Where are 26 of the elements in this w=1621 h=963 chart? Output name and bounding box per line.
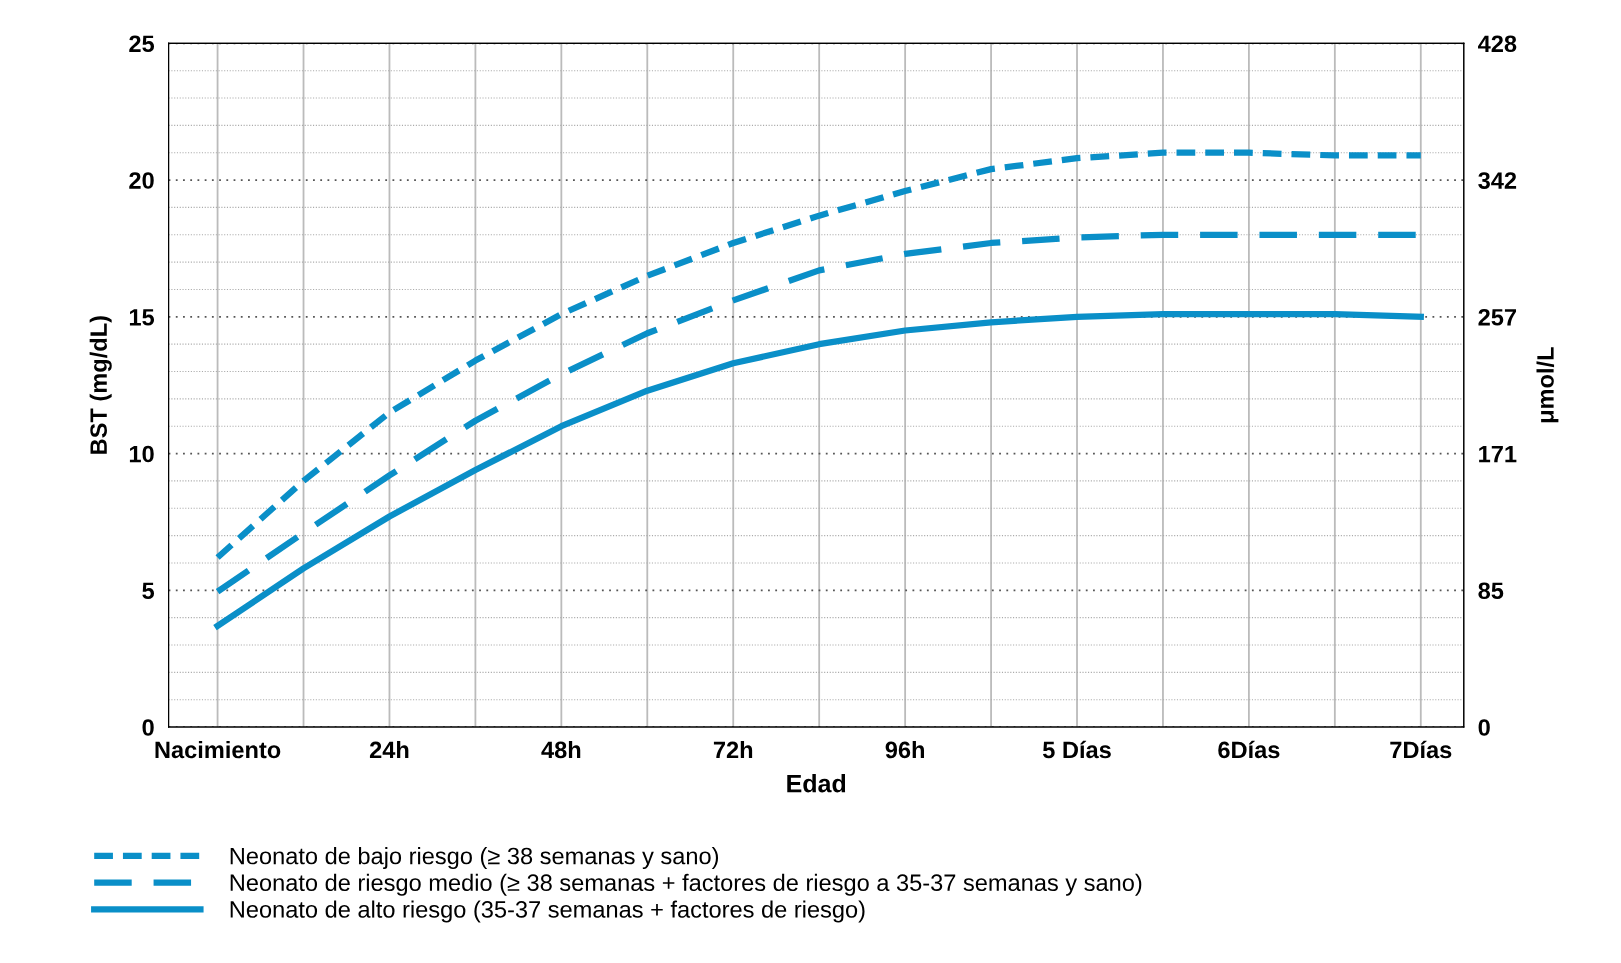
x-tick-label: Nacimiento — [155, 740, 281, 759]
y2-tick-label: 342 — [1478, 172, 1517, 189]
x-tick-label: 48h — [541, 740, 581, 759]
legend-label: Neonato de bajo riesgo (≥ 38 semanas y sano) — [230, 847, 719, 870]
y2-tick-label: 171 — [1479, 445, 1517, 463]
x-axis-title: Edad — [787, 774, 846, 793]
x-tick-label: 24h — [369, 740, 409, 759]
y-axis-title: BST (mg/dL) — [89, 316, 112, 454]
x-tick-label: 72h — [713, 740, 753, 759]
y-tick-label: 10 — [129, 445, 154, 463]
y-tick-label: 20 — [129, 172, 154, 189]
x-tick-label: 5 Días — [1042, 740, 1111, 759]
y2-tick-label: 85 — [1478, 582, 1504, 600]
legend-label: Neonato de riesgo medio (≥ 38 semanas + factores de riesgo a 35-37 semanas y sano) — [230, 873, 1142, 896]
y2-tick-label: 257 — [1478, 308, 1517, 326]
y-tick-label: 0 — [142, 719, 154, 736]
y2-tick-label: 428 — [1478, 35, 1517, 53]
y2-axis-title: μmol/L — [1536, 347, 1559, 423]
y-tick-label: 5 — [142, 582, 155, 600]
legend-label: Neonato de alto riesgo (35-37 semanas + factores de riesgo) — [230, 900, 865, 923]
y2-tick-label: 0 — [1478, 719, 1490, 736]
x-tick-label: 7Días — [1390, 740, 1452, 759]
y-tick-label: 25 — [129, 35, 155, 53]
y-tick-label: 15 — [129, 309, 155, 326]
x-tick-label: 6Días — [1218, 740, 1280, 759]
x-tick-label: 96h — [885, 740, 925, 759]
